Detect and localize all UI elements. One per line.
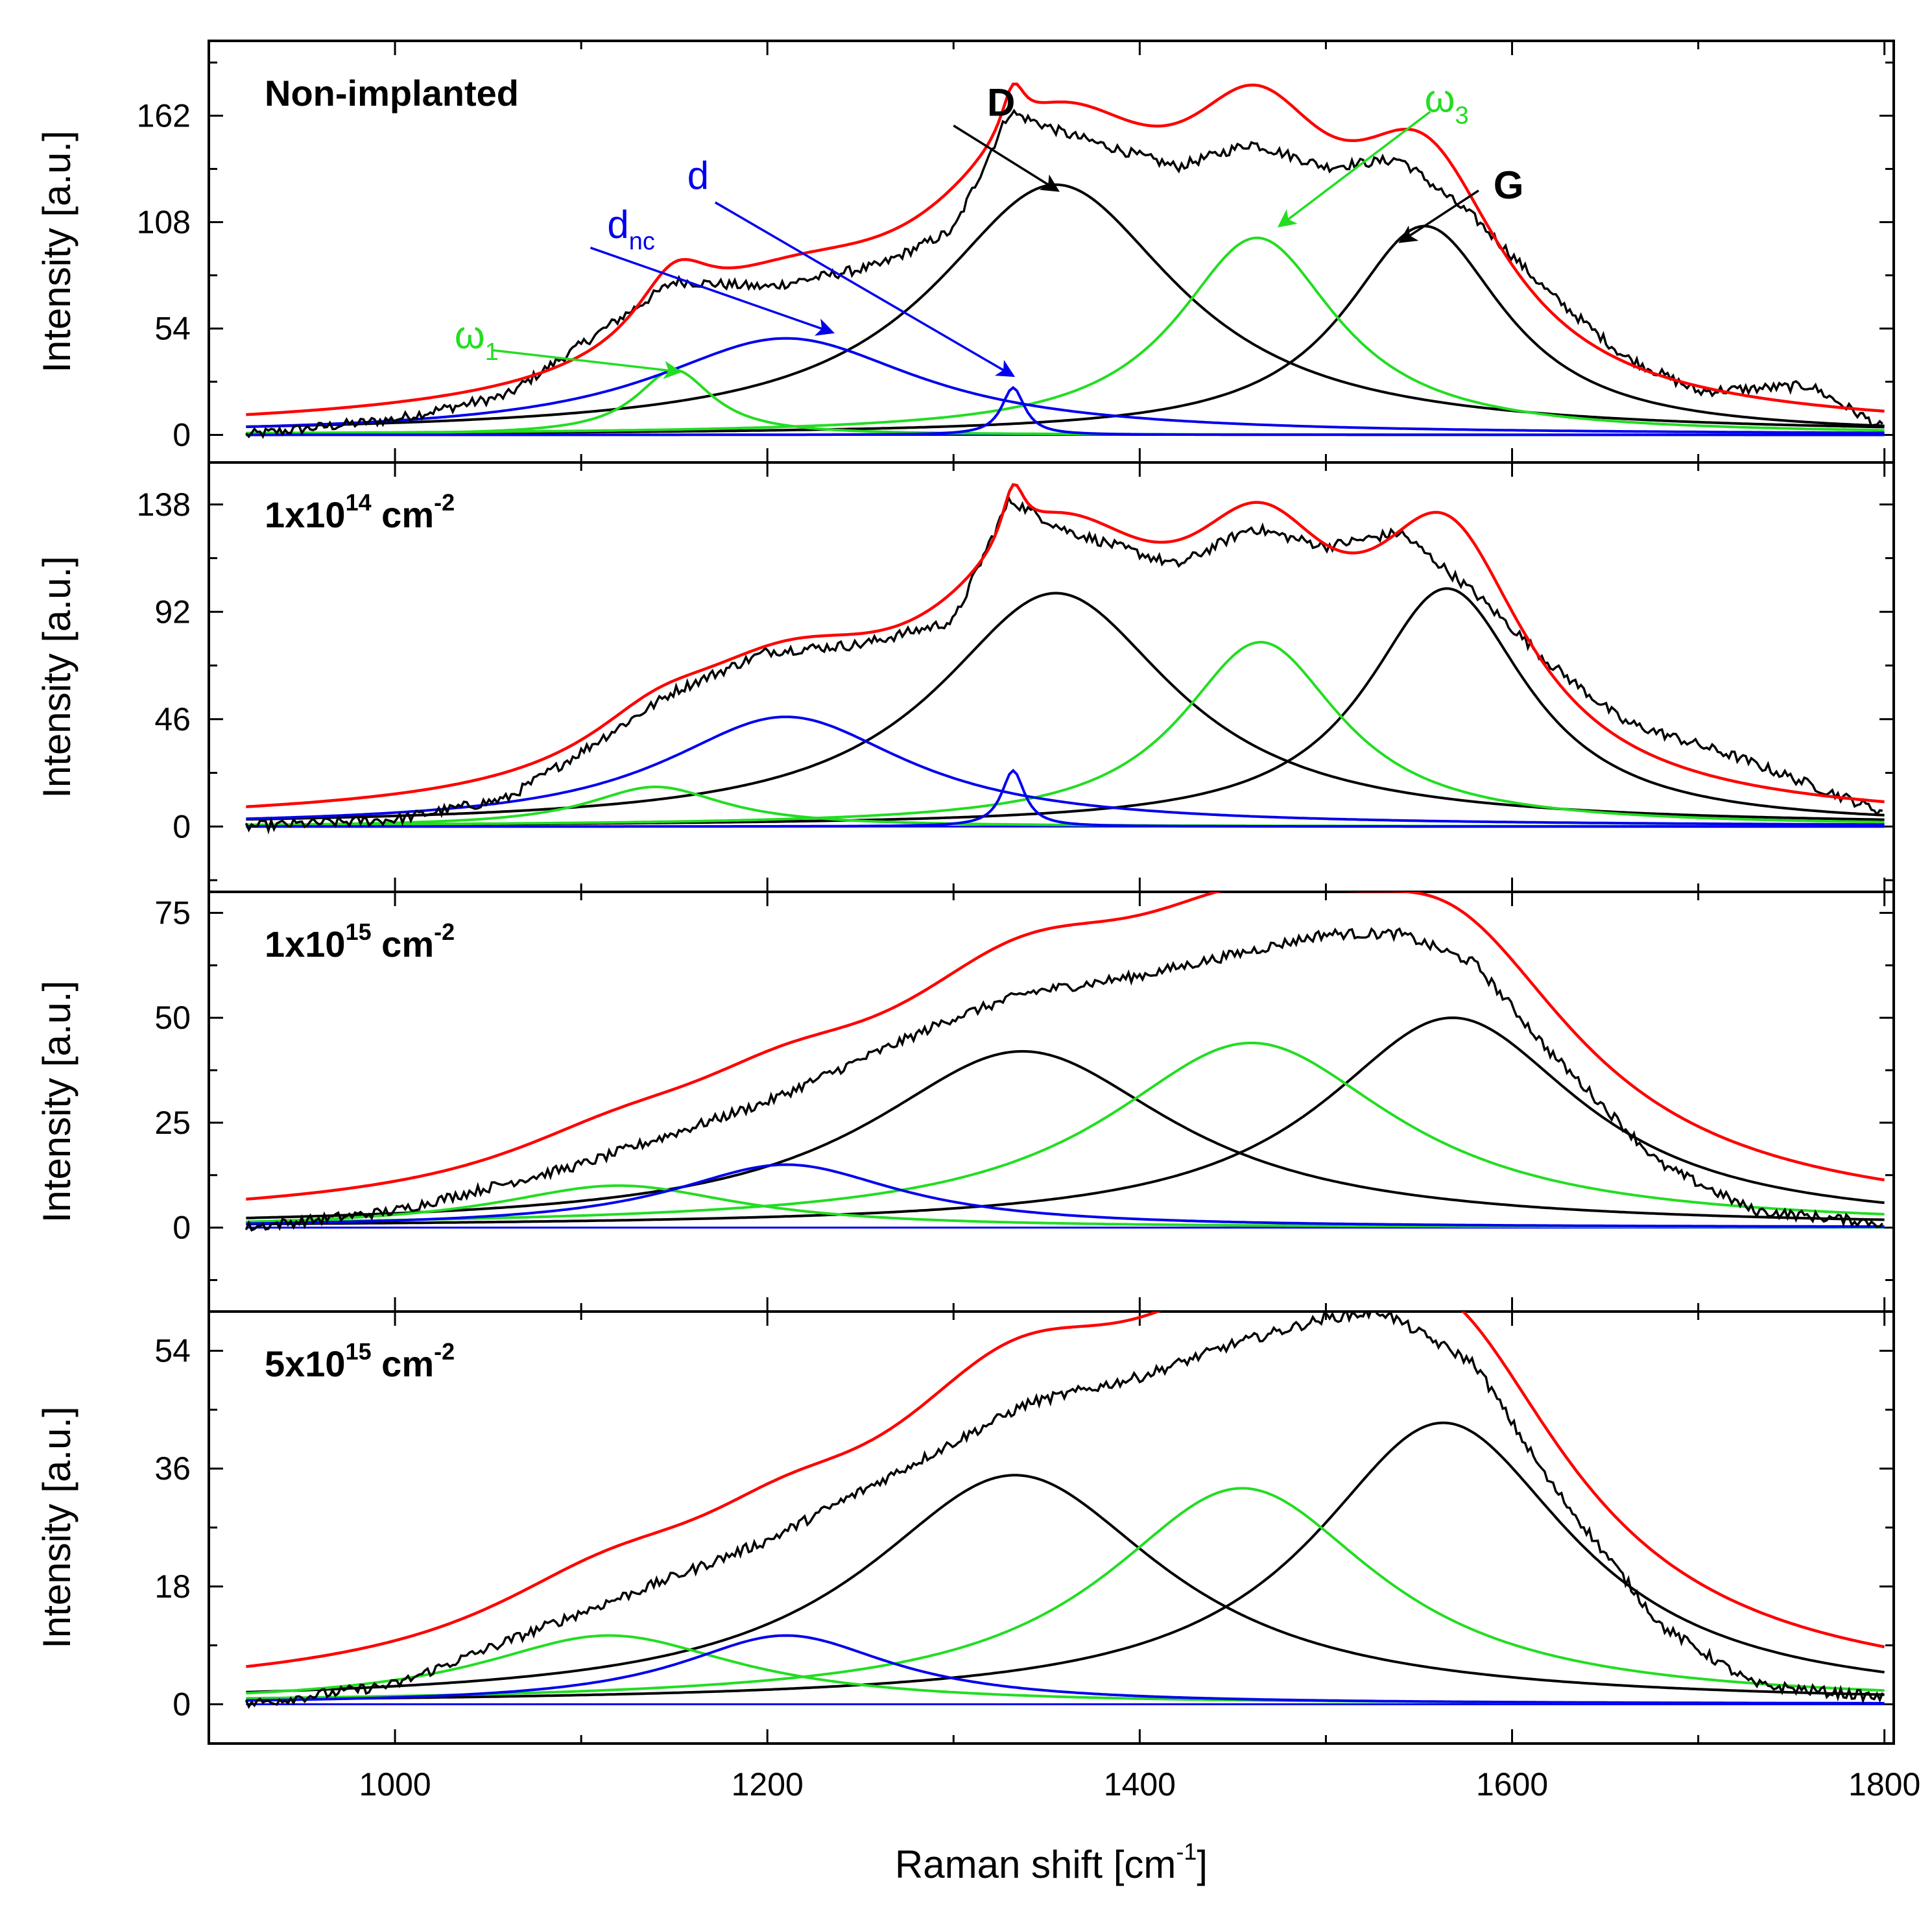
annotation-label-3: d xyxy=(687,154,709,197)
band-green-4 xyxy=(246,641,1885,826)
annotation-arrow xyxy=(714,201,1016,378)
y-tick-label: 0 xyxy=(173,1686,191,1722)
plot-area xyxy=(244,1312,1885,1709)
panel-4: 0 18 36 54 Intensity [a.u.] 5x1015 cm-2 xyxy=(35,1310,1895,1745)
annotation-arrow xyxy=(1277,110,1431,228)
plot-area xyxy=(244,892,1885,1232)
band-blue-5 xyxy=(246,1163,1885,1229)
band-green-4 xyxy=(246,1487,1885,1700)
y-tick-label: 0 xyxy=(173,808,191,845)
annotation-label-1: D xyxy=(987,80,1015,124)
y-tick-label: 46 xyxy=(154,701,191,737)
band-black-1 xyxy=(246,183,1885,429)
band-black-1 xyxy=(246,1474,1885,1696)
band-blue-6 xyxy=(246,385,1885,437)
panel-label: 5x1015 cm-2 xyxy=(265,1338,455,1384)
y-tick-label: 0 xyxy=(173,416,191,453)
annotation-arrow xyxy=(1398,189,1479,243)
fit-curve xyxy=(246,82,1885,416)
experimental-spectrum xyxy=(244,1312,1884,1709)
x-tick-label: 1200 xyxy=(732,1766,804,1803)
fit-curve xyxy=(246,1312,1885,1668)
y-tick-label: 18 xyxy=(154,1568,191,1605)
y-tick-label: 50 xyxy=(154,1000,191,1036)
x-axis-title: Raman shift [cm-1] xyxy=(895,1838,1208,1886)
y-tick-label: 75 xyxy=(154,894,191,931)
y-tick-label: 92 xyxy=(154,593,191,630)
annotation-label-2: G xyxy=(1494,163,1524,207)
fit-curve xyxy=(246,483,1885,808)
y-tick-label: 54 xyxy=(154,310,191,346)
panel-frame xyxy=(208,1310,1895,1745)
annotation-arrow xyxy=(492,349,682,379)
annotation-label-4: dnc xyxy=(607,203,655,256)
experimental-spectrum xyxy=(245,108,1883,439)
panels: 0 54 108 162 Intensity [a.u.] Non-implanted D G… xyxy=(35,40,1895,1745)
experimental-spectrum xyxy=(244,927,1884,1232)
band-green-3 xyxy=(246,368,1885,437)
band-blue-6 xyxy=(246,769,1885,828)
band-black-1 xyxy=(246,1049,1885,1221)
x-tick-label: 1400 xyxy=(1104,1766,1176,1803)
band-green-3 xyxy=(246,785,1885,828)
panel-3: 0 25 50 75 Intensity [a.u.] 1x1015 cm-2 xyxy=(35,891,1895,1313)
plot-area xyxy=(245,82,1885,439)
band-blue-5 xyxy=(246,1634,1885,1705)
experimental-spectrum xyxy=(244,494,1883,835)
x-tick-label: 1800 xyxy=(1848,1766,1920,1803)
y-tick-label: 138 xyxy=(137,486,191,523)
y-tick-label: 0 xyxy=(173,1210,191,1246)
band-blue-5 xyxy=(246,337,1885,435)
y-tick-label: 162 xyxy=(137,97,191,134)
y-tick-label: 36 xyxy=(154,1450,191,1487)
annotation-arrow xyxy=(953,125,1060,192)
band-black-2 xyxy=(246,1016,1885,1226)
panel-label: 1x1014 cm-2 xyxy=(265,489,455,535)
band-black-2 xyxy=(246,1421,1885,1701)
panel-label: 1x1015 cm-2 xyxy=(265,918,455,965)
y-axis-title: Intensity [a.u.] xyxy=(35,1406,78,1649)
x-axis: 1000 1200 1400 1600 1800 xyxy=(359,1766,1920,1803)
plot-area xyxy=(244,483,1885,835)
panel-1: 0 54 108 162 Intensity [a.u.] Non-implanted D G… xyxy=(35,40,1895,464)
fit-curve xyxy=(246,892,1885,1201)
x-tick-label: 1600 xyxy=(1476,1766,1548,1803)
annotation-label-5: ω3 xyxy=(1425,77,1469,129)
annotation-label-6: ω1 xyxy=(455,313,499,366)
y-tick-label: 25 xyxy=(154,1105,191,1141)
band-black-1 xyxy=(246,592,1885,821)
band-black-2 xyxy=(246,224,1885,435)
band-green-4 xyxy=(246,1041,1885,1224)
y-axis-title: Intensity [a.u.] xyxy=(35,556,78,798)
y-tick-label: 108 xyxy=(137,204,191,240)
band-green-4 xyxy=(246,236,1885,435)
y-axis-title: Intensity [a.u.] xyxy=(35,981,78,1223)
y-axis-title: Intensity [a.u.] xyxy=(35,130,78,373)
annotation-arrow xyxy=(590,246,835,336)
y-tick-label: 54 xyxy=(154,1333,191,1369)
band-blue-5 xyxy=(246,715,1885,826)
panel-2: 0 46 92 138 Intensity [a.u.] 1x1014 cm-2 xyxy=(35,461,1895,893)
panel-label: Non-implanted xyxy=(265,73,519,114)
panel-frame xyxy=(208,891,1895,1313)
x-tick-label: 1000 xyxy=(359,1766,431,1803)
